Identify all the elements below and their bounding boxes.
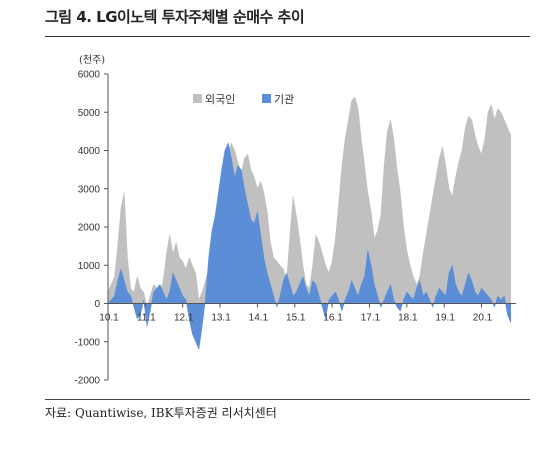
- x-tick-label: 19.1: [435, 313, 455, 324]
- y-tick-label: 2000: [78, 223, 101, 234]
- y-tick-label: 0: [94, 299, 100, 310]
- x-tick-label: 15.1: [286, 313, 306, 324]
- source-note: 자료: Quantiwise, IBK투자증권 리서치센터: [45, 406, 277, 420]
- x-tick-label: 11.1: [137, 313, 156, 324]
- y-tick-label: 3000: [78, 184, 101, 195]
- y-tick-label: -2000: [74, 376, 100, 387]
- x-tick-label: 16.1: [323, 313, 343, 324]
- legend-swatch-foreign: [193, 94, 202, 103]
- series-area-institution: [107, 141, 512, 351]
- x-tick-label: 18.1: [398, 313, 418, 324]
- legend-label-institution: 기관: [274, 93, 294, 106]
- source-rule: [45, 399, 530, 400]
- x-tick-label: 14.1: [249, 313, 269, 324]
- figure-title: 그림 4. LG이노텍 투자주체별 순매수 추이: [45, 8, 305, 26]
- y-tick-label: 4000: [78, 146, 101, 157]
- y-tick-label: -1000: [74, 337, 100, 348]
- legend-swatch-institution: [262, 94, 271, 103]
- x-tick-label: 20.1: [473, 313, 493, 324]
- x-tick-label: 17.1: [361, 313, 381, 324]
- y-tick-label: 1000: [78, 261, 101, 272]
- title-rule: [45, 36, 530, 37]
- unit-label: (천주): [79, 54, 105, 66]
- legend-label-foreign: 외국인: [205, 93, 235, 106]
- net-buying-chart: (천주) -2000 -1000 0 1000 2000 3000 4000 5000 6000…: [74, 54, 516, 387]
- legend: 외국인 기관: [193, 93, 294, 106]
- x-tick-label: 10.1: [99, 313, 119, 324]
- y-tick-label: 6000: [78, 70, 101, 81]
- x-tick-label: 12.1: [174, 313, 194, 324]
- y-tick-label: 5000: [78, 108, 101, 119]
- x-tick-label: 13.1: [211, 313, 231, 324]
